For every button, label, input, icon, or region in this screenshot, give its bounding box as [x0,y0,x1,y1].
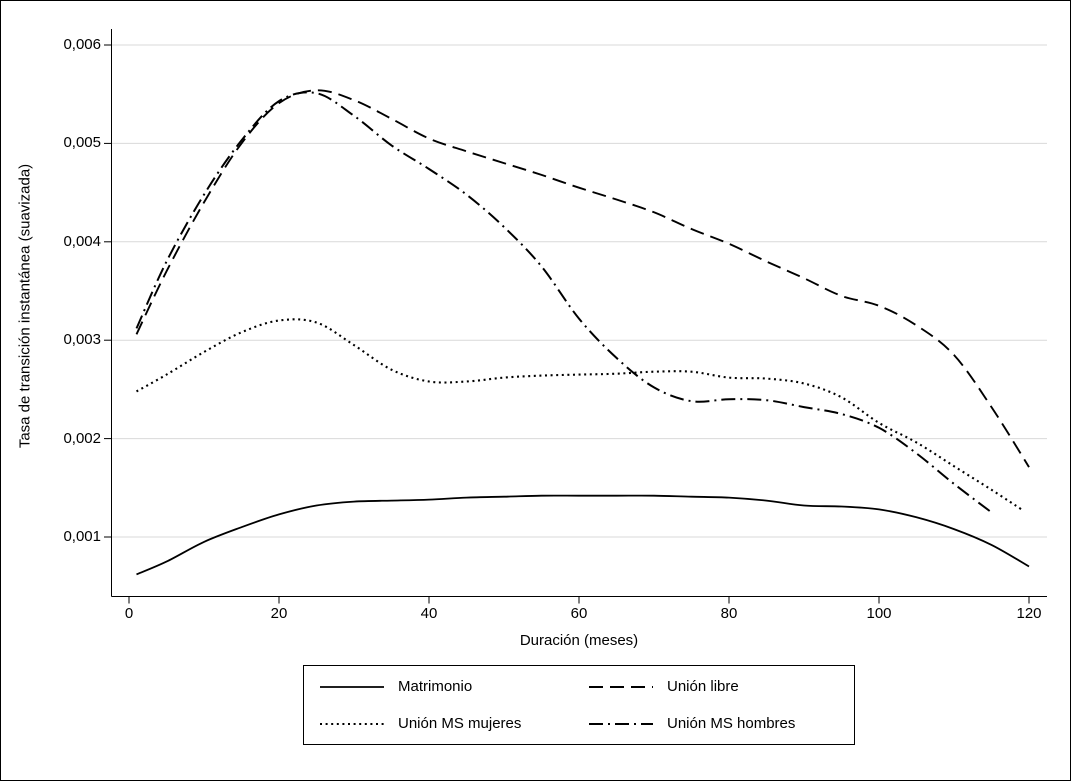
legend-label-union-ms-hombres: Unión MS hombres [667,715,796,732]
x-tick-label: 100 [866,605,892,622]
y-tick-label: 0,002 [63,429,101,447]
y-tick-label: 0,004 [63,232,101,250]
x-tick-label: 80 [720,605,738,622]
y-tick-label: 0,005 [63,134,101,152]
x-tick-label: 40 [420,605,438,622]
x-tick-label: 60 [570,605,588,622]
legend-label-union-ms-mujeres: Unión MS mujeres [398,715,522,732]
legend-line-union-libre-icon [589,685,653,688]
y-tick-label: 0,001 [63,528,101,545]
legend-item-matrimonio: Matrimonio [310,678,579,695]
legend: Matrimonio Unión libre Unión MS mujeres … [303,665,855,745]
x-tick-label: 120 [1016,605,1042,622]
legend-line-union-ms-mujeres-icon [320,722,384,725]
legend-line-matrimonio-icon [320,685,384,688]
legend-label-union-libre: Unión libre [667,678,739,695]
legend-label-matrimonio: Matrimonio [398,678,473,695]
y-tick-label: 0,006 [63,36,101,53]
x-axis-title: Duración (meses) [519,632,639,649]
x-tick-label: 20 [270,605,288,622]
series-line-union-libre [135,89,1030,468]
legend-item-union-libre: Unión libre [579,678,848,695]
series-line-union-ms-hombres [135,91,993,514]
legend-line-union-ms-hombres-icon [589,722,653,725]
y-axis-title: Tasa de transición instantánea (suavizad… [16,163,34,449]
series-line-matrimonio [136,494,1030,576]
series-line-union-ms-mujeres [135,318,1023,511]
legend-item-union-ms-mujeres: Unión MS mujeres [310,715,579,732]
x-tick-label: 0 [124,605,134,622]
legend-item-union-ms-hombres: Unión MS hombres [579,715,848,732]
y-tick-label: 0,003 [63,331,101,349]
